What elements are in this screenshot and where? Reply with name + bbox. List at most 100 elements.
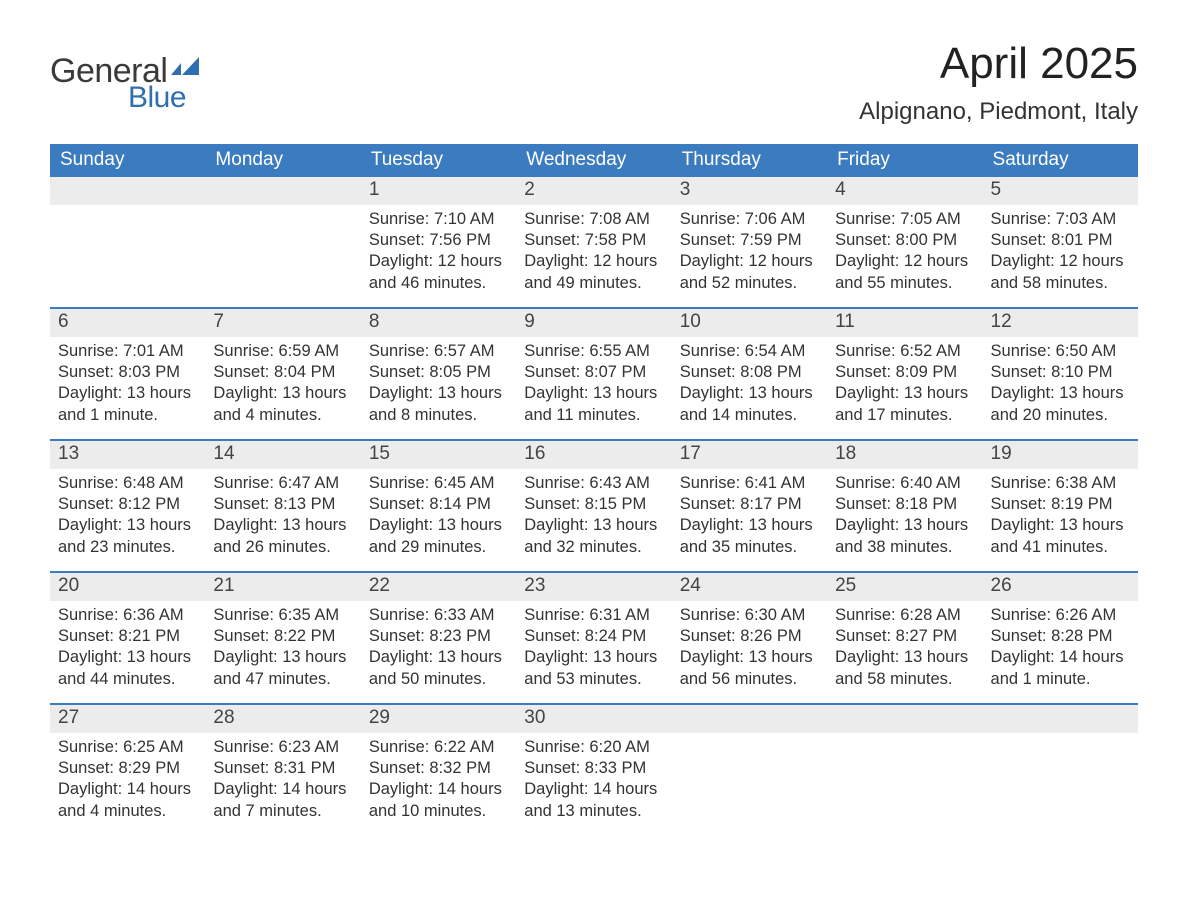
weekday-header: Tuesday [361,144,516,177]
weekday-header: Thursday [672,144,827,177]
week-row: 6Sunrise: 7:01 AMSunset: 8:03 PMDaylight… [50,307,1138,439]
sunset-text: Sunset: 8:10 PM [991,362,1130,383]
sunrise-text: Sunrise: 7:10 AM [369,209,508,230]
sunset-text: Sunset: 8:03 PM [58,362,197,383]
day-cell: 8Sunrise: 6:57 AMSunset: 8:05 PMDaylight… [361,309,516,439]
day-number: 28 [205,705,360,733]
sunset-text: Sunset: 8:07 PM [524,362,663,383]
sunrise-text: Sunrise: 6:38 AM [991,473,1130,494]
daylight-text: Daylight: 12 hours and 52 minutes. [680,251,819,293]
day-cell [827,705,982,835]
month-title: April 2025 [859,40,1138,88]
day-number: 13 [50,441,205,469]
sunrise-text: Sunrise: 6:55 AM [524,341,663,362]
sunrise-text: Sunrise: 6:48 AM [58,473,197,494]
sunset-text: Sunset: 8:28 PM [991,626,1130,647]
day-number [205,177,360,205]
sunrise-text: Sunrise: 6:30 AM [680,605,819,626]
calendar-page: General Blue April 2025 Alpignano, Piedm… [0,0,1188,885]
sunset-text: Sunset: 7:59 PM [680,230,819,251]
week-row: 27Sunrise: 6:25 AMSunset: 8:29 PMDayligh… [50,703,1138,835]
weeks-container: 1Sunrise: 7:10 AMSunset: 7:56 PMDaylight… [50,177,1138,835]
day-number: 4 [827,177,982,205]
calendar-grid: Sunday Monday Tuesday Wednesday Thursday… [50,144,1138,835]
day-details: Sunrise: 6:43 AMSunset: 8:15 PMDaylight:… [516,469,671,565]
daylight-text: Daylight: 14 hours and 7 minutes. [213,779,352,821]
day-number [672,705,827,733]
sunrise-text: Sunrise: 6:20 AM [524,737,663,758]
day-number: 2 [516,177,671,205]
sunrise-text: Sunrise: 6:59 AM [213,341,352,362]
day-cell: 18Sunrise: 6:40 AMSunset: 8:18 PMDayligh… [827,441,982,571]
day-number: 7 [205,309,360,337]
sunrise-text: Sunrise: 7:03 AM [991,209,1130,230]
weekday-header: Monday [205,144,360,177]
day-cell: 23Sunrise: 6:31 AMSunset: 8:24 PMDayligh… [516,573,671,703]
day-cell: 13Sunrise: 6:48 AMSunset: 8:12 PMDayligh… [50,441,205,571]
sunrise-text: Sunrise: 7:01 AM [58,341,197,362]
day-details: Sunrise: 6:41 AMSunset: 8:17 PMDaylight:… [672,469,827,565]
day-cell: 3Sunrise: 7:06 AMSunset: 7:59 PMDaylight… [672,177,827,307]
week-row: 13Sunrise: 6:48 AMSunset: 8:12 PMDayligh… [50,439,1138,571]
week-row: 1Sunrise: 7:10 AMSunset: 7:56 PMDaylight… [50,177,1138,307]
day-details: Sunrise: 6:23 AMSunset: 8:31 PMDaylight:… [205,733,360,829]
day-number [983,705,1138,733]
daylight-text: Daylight: 13 hours and 8 minutes. [369,383,508,425]
day-cell [50,177,205,307]
daylight-text: Daylight: 13 hours and 29 minutes. [369,515,508,557]
sunset-text: Sunset: 8:14 PM [369,494,508,515]
day-details: Sunrise: 6:22 AMSunset: 8:32 PMDaylight:… [361,733,516,829]
day-cell [205,177,360,307]
sunset-text: Sunset: 8:18 PM [835,494,974,515]
sunset-text: Sunset: 8:12 PM [58,494,197,515]
sunset-text: Sunset: 8:29 PM [58,758,197,779]
day-details: Sunrise: 7:05 AMSunset: 8:00 PMDaylight:… [827,205,982,301]
day-details: Sunrise: 6:59 AMSunset: 8:04 PMDaylight:… [205,337,360,433]
daylight-text: Daylight: 14 hours and 1 minute. [991,647,1130,689]
daylight-text: Daylight: 13 hours and 35 minutes. [680,515,819,557]
day-number: 26 [983,573,1138,601]
day-number: 30 [516,705,671,733]
day-details: Sunrise: 6:48 AMSunset: 8:12 PMDaylight:… [50,469,205,565]
day-details: Sunrise: 6:55 AMSunset: 8:07 PMDaylight:… [516,337,671,433]
day-number: 10 [672,309,827,337]
sunrise-text: Sunrise: 6:52 AM [835,341,974,362]
day-details: Sunrise: 6:33 AMSunset: 8:23 PMDaylight:… [361,601,516,697]
day-number: 23 [516,573,671,601]
sunset-text: Sunset: 7:56 PM [369,230,508,251]
day-number: 15 [361,441,516,469]
sunrise-text: Sunrise: 6:23 AM [213,737,352,758]
sunrise-text: Sunrise: 6:40 AM [835,473,974,494]
daylight-text: Daylight: 13 hours and 50 minutes. [369,647,508,689]
sunrise-text: Sunrise: 6:43 AM [524,473,663,494]
daylight-text: Daylight: 14 hours and 4 minutes. [58,779,197,821]
daylight-text: Daylight: 13 hours and 58 minutes. [835,647,974,689]
day-cell: 6Sunrise: 7:01 AMSunset: 8:03 PMDaylight… [50,309,205,439]
sunrise-text: Sunrise: 6:45 AM [369,473,508,494]
weekday-header: Friday [827,144,982,177]
sunset-text: Sunset: 8:24 PM [524,626,663,647]
sunset-text: Sunset: 7:58 PM [524,230,663,251]
sunset-text: Sunset: 8:01 PM [991,230,1130,251]
day-details: Sunrise: 6:25 AMSunset: 8:29 PMDaylight:… [50,733,205,829]
day-number: 3 [672,177,827,205]
sunrise-text: Sunrise: 7:08 AM [524,209,663,230]
sunset-text: Sunset: 8:00 PM [835,230,974,251]
day-number: 22 [361,573,516,601]
day-details: Sunrise: 6:35 AMSunset: 8:22 PMDaylight:… [205,601,360,697]
day-details: Sunrise: 7:08 AMSunset: 7:58 PMDaylight:… [516,205,671,301]
day-number: 1 [361,177,516,205]
daylight-text: Daylight: 12 hours and 49 minutes. [524,251,663,293]
day-details: Sunrise: 6:47 AMSunset: 8:13 PMDaylight:… [205,469,360,565]
daylight-text: Daylight: 12 hours and 55 minutes. [835,251,974,293]
day-details: Sunrise: 7:10 AMSunset: 7:56 PMDaylight:… [361,205,516,301]
title-block: April 2025 Alpignano, Piedmont, Italy [859,40,1138,138]
day-number: 18 [827,441,982,469]
day-details: Sunrise: 6:57 AMSunset: 8:05 PMDaylight:… [361,337,516,433]
day-cell: 27Sunrise: 6:25 AMSunset: 8:29 PMDayligh… [50,705,205,835]
brand-logo: General Blue [50,52,205,115]
day-number: 21 [205,573,360,601]
sunset-text: Sunset: 8:23 PM [369,626,508,647]
day-cell: 5Sunrise: 7:03 AMSunset: 8:01 PMDaylight… [983,177,1138,307]
sunset-text: Sunset: 8:15 PM [524,494,663,515]
